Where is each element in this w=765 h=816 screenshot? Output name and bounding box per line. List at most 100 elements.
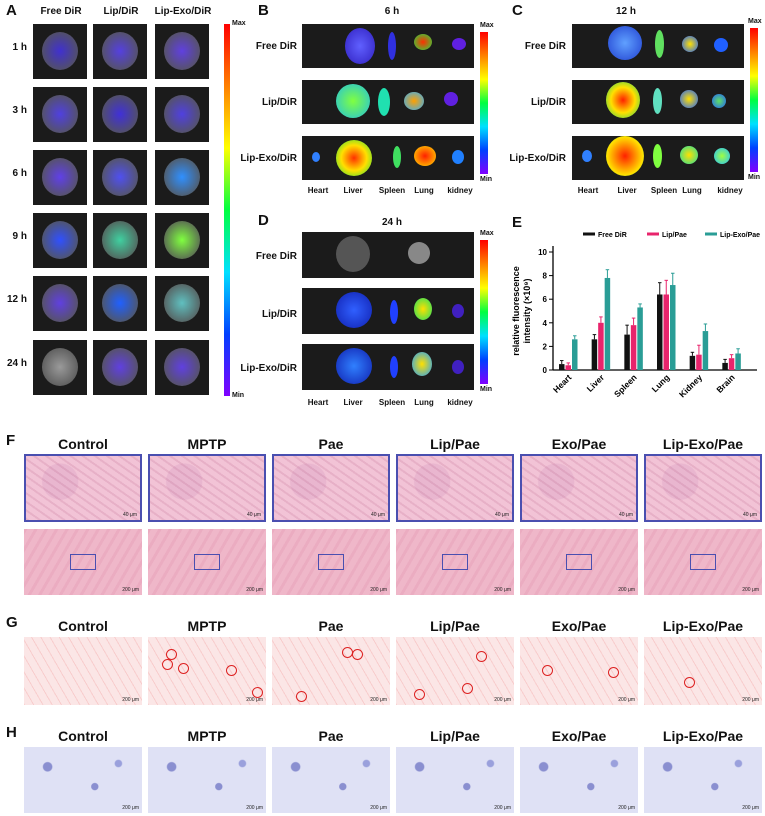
he-overview-image: 200 μm [644, 529, 762, 595]
panel-c-organ-3: Spleen [650, 186, 678, 195]
lung-signal [412, 352, 432, 376]
bar-chart-e: 0 2 4 6 8 10 relative fluorescence intensity (×… [511, 232, 760, 399]
scale-bar-label: 40 μm [495, 512, 509, 518]
he-zoom-image: 40 μm [24, 454, 142, 522]
x-tick-label: Spleen [612, 372, 639, 399]
x-tick-label: Kidney [677, 372, 704, 399]
highlight-circle [608, 667, 619, 678]
x-tick-label: Brain [714, 372, 736, 394]
nissl-image: 200 μm [148, 747, 266, 813]
group-title: Pae [318, 436, 344, 452]
group-title: Lip/Pae [430, 436, 480, 452]
mouse-image [33, 150, 87, 205]
mouse-image [155, 150, 209, 205]
panel-b-row-1: Free DiR [255, 41, 297, 52]
mouse-image [93, 276, 147, 331]
nissl-image: 200 μm [520, 747, 638, 813]
spleen-signal [393, 146, 401, 168]
scale-bar-label: 200 μm [618, 697, 635, 703]
group-title: Lip-Exo/Pae [662, 618, 744, 634]
bar [598, 322, 604, 370]
panel-d-row-1: Free DiR [255, 251, 297, 262]
panel-c-colorbar [750, 28, 758, 172]
nissl-image: 200 μm [396, 747, 514, 813]
mouse-image [93, 24, 147, 79]
panel-a-col-3: Lip-Exo/DiR [154, 6, 212, 17]
he-zoom-image: 40 μm [272, 454, 390, 522]
scale-bar-label: 200 μm [122, 587, 139, 593]
panel-label-a: A [6, 2, 17, 19]
mouse-image [93, 87, 147, 142]
group-title: MPTP [187, 618, 227, 634]
zoom-region-box [194, 554, 220, 570]
heart-signal [312, 152, 320, 162]
lung-signal [680, 146, 698, 164]
highlight-circle [476, 651, 487, 662]
highlight-circle [252, 687, 263, 698]
panel-label-c: C [512, 2, 523, 19]
liver-signal [606, 82, 640, 118]
group-title: Lip/Pae [430, 618, 480, 634]
liver-signal [345, 28, 375, 64]
panel-c-colorbar-max: Max [748, 18, 762, 25]
he-overview-image: 200 μm [520, 529, 638, 595]
organ-image-b-3 [302, 136, 474, 180]
y-tick-label: 2 [543, 342, 548, 351]
highlight-circle [684, 677, 695, 688]
panel-a-col-2: Lip/DiR [103, 6, 139, 17]
bar [565, 365, 571, 370]
y-tick-label: 6 [543, 295, 548, 304]
panel-d-title: 24 h [381, 217, 403, 228]
kidney-signal [452, 150, 464, 164]
fluorescence-signal [42, 284, 78, 322]
scale-bar-label: 200 μm [246, 697, 263, 703]
liver-signal [608, 26, 642, 60]
panel-label-e: E [512, 214, 523, 231]
zoom-region-box [442, 554, 468, 570]
panel-d-row-3: Lip-Exo/DiR [240, 363, 297, 374]
scale-bar-label: 200 μm [370, 697, 387, 703]
bar [696, 354, 702, 370]
fluorescence-signal [42, 95, 78, 133]
bar [722, 362, 728, 370]
mouse-image [33, 340, 87, 395]
organ-image-d-2 [302, 288, 474, 334]
nissl-image: 200 μm [272, 747, 390, 813]
highlight-circle [226, 665, 237, 676]
liver-signal [336, 140, 372, 176]
lung-signal [404, 92, 424, 110]
scale-bar-label: 200 μm [246, 587, 263, 593]
scale-bar-label: 200 μm [370, 587, 387, 593]
group-title: MPTP [187, 728, 227, 744]
fluorescence-signal [164, 95, 200, 133]
panel-c-title: 12 h [615, 6, 637, 17]
bar [663, 294, 669, 370]
scale-bar-label: 200 μm [122, 805, 139, 811]
highlight-circle [166, 649, 177, 660]
heart-signal [582, 150, 592, 162]
liver-signal [336, 236, 370, 272]
fluorescence-signal [164, 32, 200, 70]
panel-b-organ-5: kidney [447, 186, 473, 195]
group-title: Pae [318, 618, 344, 634]
panel-d-organ-4: Lung [414, 398, 434, 407]
kidney-signal [714, 38, 728, 52]
fluorescence-signal [164, 348, 200, 386]
bar [591, 339, 598, 370]
group-title: Lip/Pae [430, 728, 480, 744]
bar [604, 277, 611, 370]
he-zoom-image: 40 μm [520, 454, 638, 522]
mouse-image [93, 150, 147, 205]
he-overview-image: 200 μm [148, 529, 266, 595]
panel-b-row-3: Lip-Exo/DiR [240, 153, 297, 164]
fluorescence-signal [102, 158, 138, 196]
panel-label-h: H [6, 724, 17, 741]
highlight-circle [414, 689, 425, 700]
scale-bar-label: 40 μm [743, 512, 757, 518]
legend-label: Lip/Pae [662, 232, 687, 239]
bar [630, 325, 637, 370]
kidney-signal [452, 304, 464, 318]
zoom-region-box [690, 554, 716, 570]
lung-signal [414, 146, 436, 166]
scale-bar-label: 200 μm [494, 697, 511, 703]
